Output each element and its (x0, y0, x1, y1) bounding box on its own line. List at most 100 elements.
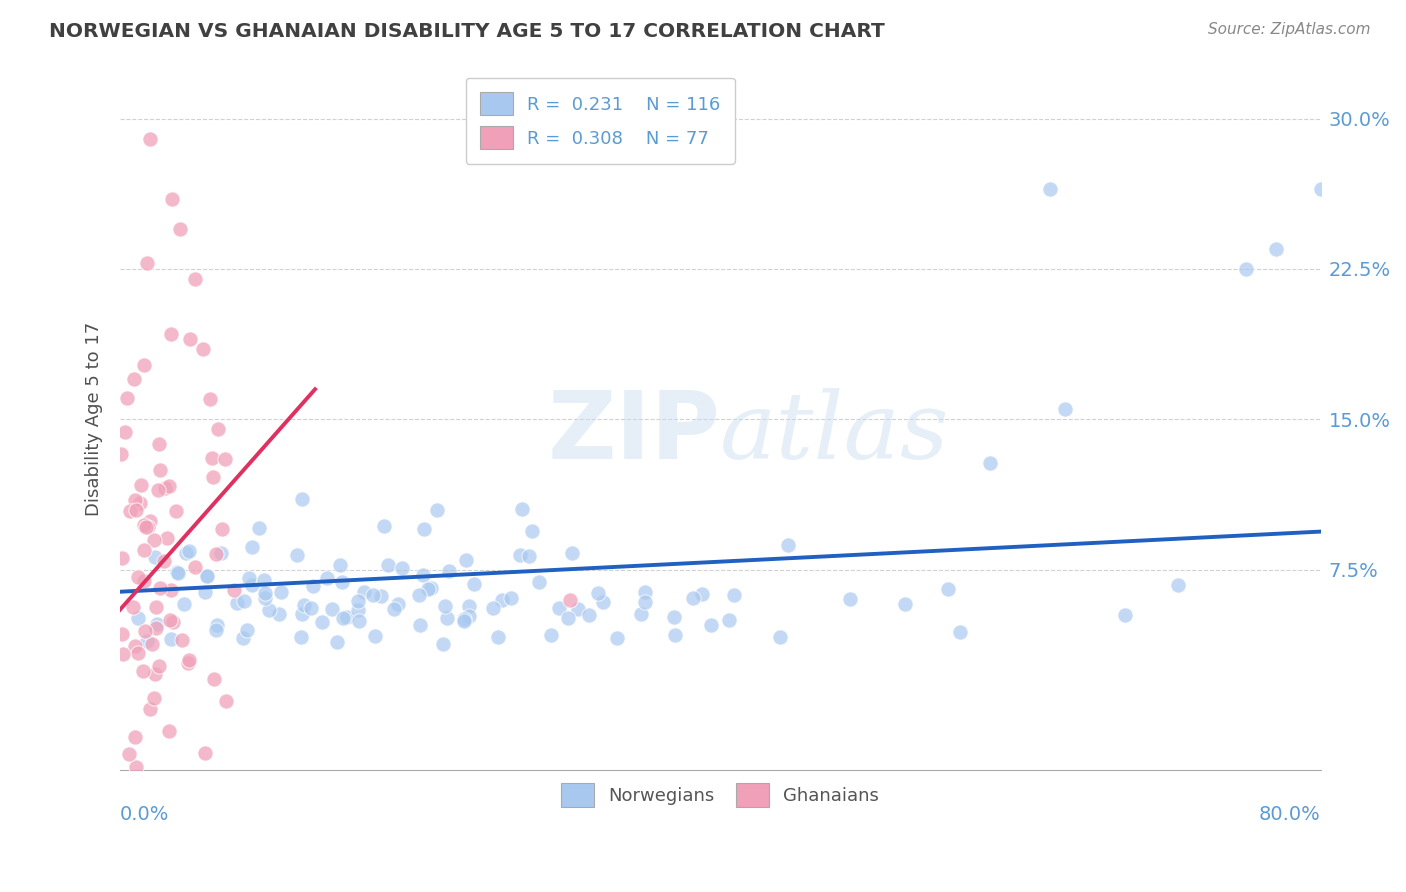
Point (202, 673, 225, 687)
Point (311, 615, 333, 629)
Point (330, 574, 353, 589)
Point (408, 588, 430, 602)
Point (142, 533, 165, 547)
Point (592, 594, 614, 608)
Point (456, 552, 478, 566)
Point (139, 702, 162, 716)
Point (127, 646, 149, 660)
Point (148, 659, 170, 673)
Text: 0.0%: 0.0% (120, 805, 169, 824)
Point (291, 607, 314, 622)
Point (236, 623, 259, 637)
Point (129, 477, 152, 491)
Point (336, 610, 359, 624)
Point (560, 592, 582, 607)
Point (124, 503, 146, 517)
Point (291, 491, 314, 506)
Point (143, 691, 166, 706)
Point (159, 613, 181, 627)
Point (211, 522, 233, 536)
Point (1039, 182, 1062, 196)
Point (170, 632, 193, 647)
Text: atlas: atlas (720, 388, 950, 478)
Point (157, 479, 180, 493)
Text: Source: ZipAtlas.com: Source: ZipAtlas.com (1208, 22, 1371, 37)
Point (370, 589, 392, 603)
Point (979, 457, 1001, 471)
Point (420, 581, 443, 595)
Point (127, 569, 149, 583)
Point (166, 566, 188, 580)
Point (149, 463, 172, 477)
Point (124, 493, 146, 508)
Point (561, 546, 583, 560)
Point (194, 584, 217, 599)
Point (156, 531, 179, 545)
Point (124, 730, 146, 744)
Point (299, 601, 322, 615)
Point (634, 595, 657, 609)
Point (326, 634, 349, 648)
Point (257, 603, 280, 617)
Point (145, 621, 167, 635)
Point (491, 593, 513, 607)
Point (124, 372, 146, 386)
Point (145, 616, 167, 631)
Point (165, 504, 187, 518)
Point (132, 358, 155, 372)
Point (363, 630, 385, 644)
Point (270, 585, 292, 599)
Point (205, 623, 228, 637)
Point (938, 582, 960, 596)
Point (412, 522, 434, 536)
Legend: Norwegians, Ghanaians: Norwegians, Ghanaians (554, 776, 886, 814)
Point (134, 574, 156, 589)
Point (129, 496, 152, 510)
Point (253, 573, 276, 587)
Point (377, 558, 399, 572)
Point (520, 524, 543, 538)
Text: ZIP: ZIP (547, 387, 720, 479)
Point (145, 600, 167, 615)
Point (1234, 262, 1257, 277)
Point (198, 392, 221, 407)
Point (124, 639, 146, 653)
Point (195, 569, 218, 583)
Point (894, 598, 917, 612)
Point (141, 637, 163, 651)
Point (209, 546, 232, 560)
Point (426, 503, 449, 517)
Point (285, 548, 308, 562)
Point (159, 583, 181, 598)
Point (567, 602, 589, 616)
Point (143, 667, 166, 681)
Point (412, 568, 434, 582)
Point (1167, 578, 1189, 592)
Point (457, 599, 479, 613)
Point (205, 617, 228, 632)
Point (519, 549, 541, 563)
Point (139, 131, 162, 145)
Point (121, 599, 143, 614)
Point (110, 447, 132, 461)
Point (509, 548, 531, 562)
Point (135, 830, 157, 844)
Point (332, 611, 354, 625)
Point (1054, 402, 1077, 417)
Point (453, 612, 475, 626)
Point (433, 599, 456, 613)
Point (136, 255, 159, 269)
Point (215, 694, 238, 708)
Point (548, 601, 571, 615)
Point (527, 574, 550, 589)
Point (723, 588, 745, 602)
Point (453, 615, 475, 629)
Point (510, 501, 533, 516)
Point (134, 517, 156, 532)
Point (578, 608, 600, 623)
Point (1264, 242, 1286, 256)
Point (124, 775, 146, 789)
Point (148, 437, 170, 451)
Point (432, 637, 454, 651)
Point (557, 611, 579, 625)
